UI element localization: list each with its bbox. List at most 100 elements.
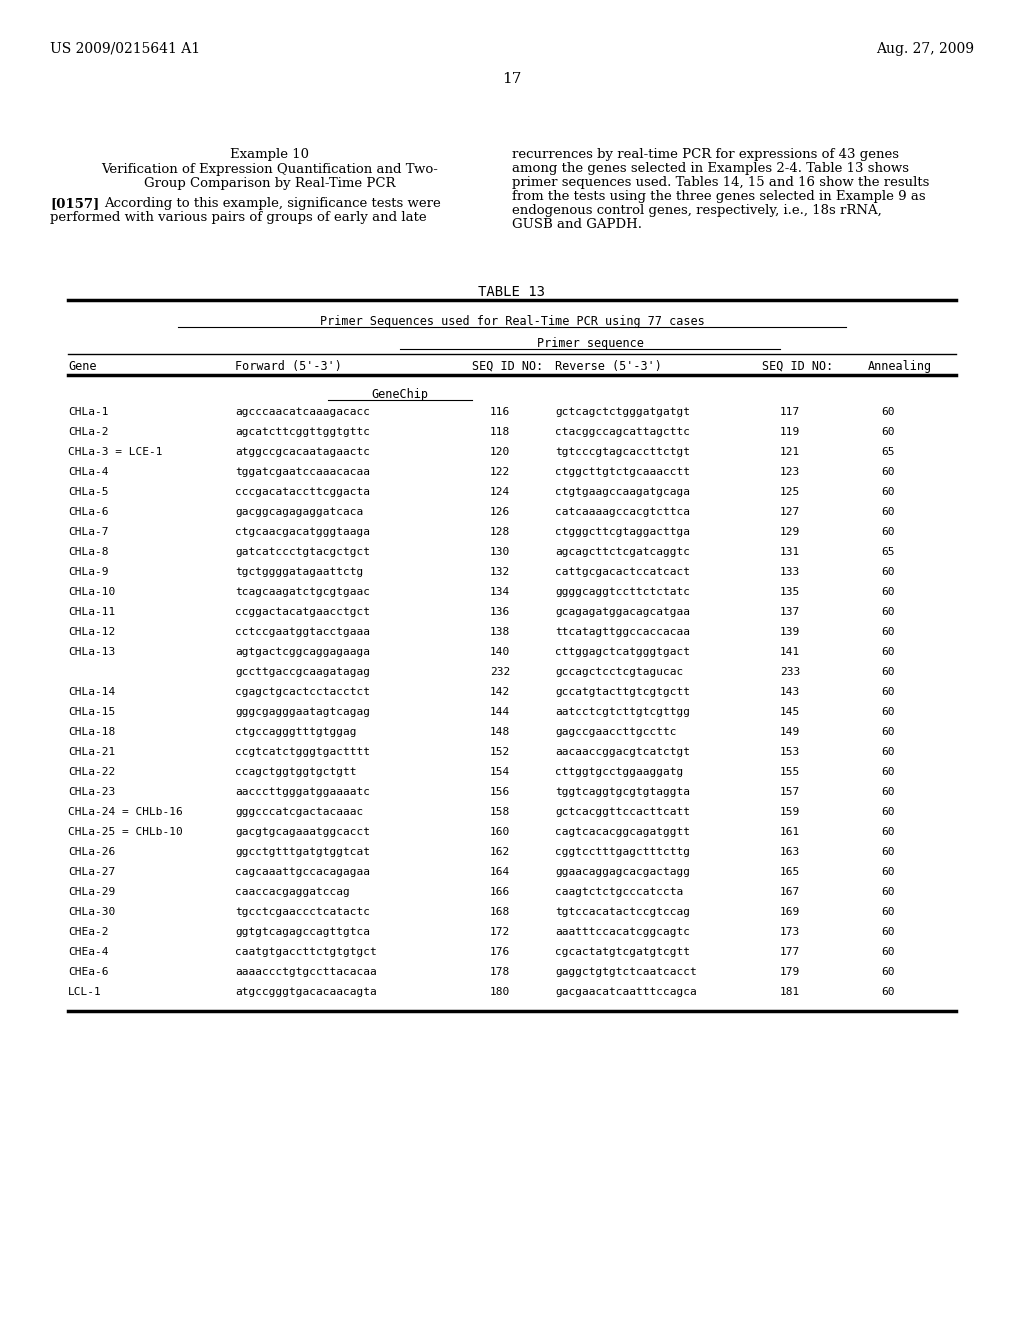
Text: 60: 60	[882, 867, 895, 876]
Text: 60: 60	[882, 487, 895, 498]
Text: tggatcgaatccaaacacaa: tggatcgaatccaaacacaa	[234, 467, 370, 477]
Text: cagcaaattgccacagagaa: cagcaaattgccacagagaa	[234, 867, 370, 876]
Text: ctacggccagcattagcttc: ctacggccagcattagcttc	[555, 426, 690, 437]
Text: CHLa-18: CHLa-18	[68, 727, 116, 737]
Text: [0157]: [0157]	[50, 197, 99, 210]
Text: Gene: Gene	[68, 360, 96, 374]
Text: CHLa-12: CHLa-12	[68, 627, 116, 638]
Text: 177: 177	[780, 946, 800, 957]
Text: from the tests using the three genes selected in Example 9 as: from the tests using the three genes sel…	[512, 190, 926, 203]
Text: CHLa-9: CHLa-9	[68, 568, 109, 577]
Text: ggggcaggtccttctctatc: ggggcaggtccttctctatc	[555, 587, 690, 597]
Text: 154: 154	[489, 767, 510, 777]
Text: US 2009/0215641 A1: US 2009/0215641 A1	[50, 42, 200, 55]
Text: CHLa-30: CHLa-30	[68, 907, 116, 917]
Text: 60: 60	[882, 747, 895, 756]
Text: 137: 137	[780, 607, 800, 616]
Text: Annealing: Annealing	[868, 360, 932, 374]
Text: recurrences by real-time PCR for expressions of 43 genes: recurrences by real-time PCR for express…	[512, 148, 899, 161]
Text: tggtcaggtgcgtgtaggta: tggtcaggtgcgtgtaggta	[555, 787, 690, 797]
Text: 128: 128	[489, 527, 510, 537]
Text: 65: 65	[882, 546, 895, 557]
Text: gccagctcctcgtagucac: gccagctcctcgtagucac	[555, 667, 683, 677]
Text: Verification of Expression Quantification and Two-: Verification of Expression Quantificatio…	[101, 162, 438, 176]
Text: cgcactatgtcgatgtcgtt: cgcactatgtcgatgtcgtt	[555, 946, 690, 957]
Text: 60: 60	[882, 467, 895, 477]
Text: ctgcaacgacatgggtaaga: ctgcaacgacatgggtaaga	[234, 527, 370, 537]
Text: CHLa-25 = CHLb-10: CHLa-25 = CHLb-10	[68, 828, 182, 837]
Text: aacaaccggacgtcatctgt: aacaaccggacgtcatctgt	[555, 747, 690, 756]
Text: caatgtgaccttctgtgtgct: caatgtgaccttctgtgtgct	[234, 946, 377, 957]
Text: 143: 143	[780, 686, 800, 697]
Text: LCL-1: LCL-1	[68, 987, 101, 997]
Text: gacggcagagaggatcaca: gacggcagagaggatcaca	[234, 507, 364, 517]
Text: 142: 142	[489, 686, 510, 697]
Text: Group Comparison by Real-Time PCR: Group Comparison by Real-Time PCR	[144, 177, 395, 190]
Text: ggcctgtttgatgtggtcat: ggcctgtttgatgtggtcat	[234, 847, 370, 857]
Text: According to this example, significance tests were: According to this example, significance …	[104, 197, 440, 210]
Text: 60: 60	[882, 767, 895, 777]
Text: tcagcaagatctgcgtgaac: tcagcaagatctgcgtgaac	[234, 587, 370, 597]
Text: gatcatccctgtacgctgct: gatcatccctgtacgctgct	[234, 546, 370, 557]
Text: 144: 144	[489, 708, 510, 717]
Text: 124: 124	[489, 487, 510, 498]
Text: SEQ ID NO:: SEQ ID NO:	[472, 360, 544, 374]
Text: gcagagatggacagcatgaa: gcagagatggacagcatgaa	[555, 607, 690, 616]
Text: atggccgcacaatagaactc: atggccgcacaatagaactc	[234, 447, 370, 457]
Text: Example 10: Example 10	[230, 148, 309, 161]
Text: 167: 167	[780, 887, 800, 898]
Text: cttggagctcatgggtgact: cttggagctcatgggtgact	[555, 647, 690, 657]
Text: gacgaacatcaatttccagca: gacgaacatcaatttccagca	[555, 987, 696, 997]
Text: performed with various pairs of groups of early and late: performed with various pairs of groups o…	[50, 211, 427, 224]
Text: 164: 164	[489, 867, 510, 876]
Text: 60: 60	[882, 568, 895, 577]
Text: agcccaacatcaaagacacc: agcccaacatcaaagacacc	[234, 407, 370, 417]
Text: cattgcgacactccatcact: cattgcgacactccatcact	[555, 568, 690, 577]
Text: agtgactcggcaggagaaga: agtgactcggcaggagaaga	[234, 647, 370, 657]
Text: 60: 60	[882, 527, 895, 537]
Text: cagtcacacggcagatggtt: cagtcacacggcagatggtt	[555, 828, 690, 837]
Text: 145: 145	[780, 708, 800, 717]
Text: gctcacggttccacttcatt: gctcacggttccacttcatt	[555, 807, 690, 817]
Text: CHLa-6: CHLa-6	[68, 507, 109, 517]
Text: 121: 121	[780, 447, 800, 457]
Text: gacgtgcagaaatggcacct: gacgtgcagaaatggcacct	[234, 828, 370, 837]
Text: 60: 60	[882, 787, 895, 797]
Text: 60: 60	[882, 667, 895, 677]
Text: SEQ ID NO:: SEQ ID NO:	[762, 360, 834, 374]
Text: 176: 176	[489, 946, 510, 957]
Text: 60: 60	[882, 686, 895, 697]
Text: 125: 125	[780, 487, 800, 498]
Text: ctgggcttcgtaggacttga: ctgggcttcgtaggacttga	[555, 527, 690, 537]
Text: CHLa-24 = CHLb-16: CHLa-24 = CHLb-16	[68, 807, 182, 817]
Text: 122: 122	[489, 467, 510, 477]
Text: Reverse (5'-3'): Reverse (5'-3')	[555, 360, 662, 374]
Text: GeneChip: GeneChip	[372, 388, 428, 401]
Text: CHLa-11: CHLa-11	[68, 607, 116, 616]
Text: endogenous control genes, respectively, i.e., 18s rRNA,: endogenous control genes, respectively, …	[512, 205, 882, 216]
Text: CHLa-4: CHLa-4	[68, 467, 109, 477]
Text: cttggtgcctggaaggatg: cttggtgcctggaaggatg	[555, 767, 683, 777]
Text: catcaaaagccacgtcttca: catcaaaagccacgtcttca	[555, 507, 690, 517]
Text: 138: 138	[489, 627, 510, 638]
Text: CHEa-6: CHEa-6	[68, 968, 109, 977]
Text: CHLa-22: CHLa-22	[68, 767, 116, 777]
Text: 123: 123	[780, 467, 800, 477]
Text: tgcctcgaaccctcatactc: tgcctcgaaccctcatactc	[234, 907, 370, 917]
Text: aacccttgggatggaaaatc: aacccttgggatggaaaatc	[234, 787, 370, 797]
Text: 153: 153	[780, 747, 800, 756]
Text: Aug. 27, 2009: Aug. 27, 2009	[876, 42, 974, 55]
Text: cccgacataccttcggacta: cccgacataccttcggacta	[234, 487, 370, 498]
Text: 132: 132	[489, 568, 510, 577]
Text: 181: 181	[780, 987, 800, 997]
Text: 60: 60	[882, 426, 895, 437]
Text: gaggctgtgtctcaatcacct: gaggctgtgtctcaatcacct	[555, 968, 696, 977]
Text: 178: 178	[489, 968, 510, 977]
Text: gggcgagggaatagtcagag: gggcgagggaatagtcagag	[234, 708, 370, 717]
Text: CHLa-1: CHLa-1	[68, 407, 109, 417]
Text: 60: 60	[882, 927, 895, 937]
Text: agcatcttcggttggtgttc: agcatcttcggttggtgttc	[234, 426, 370, 437]
Text: CHLa-26: CHLa-26	[68, 847, 116, 857]
Text: TABLE 13: TABLE 13	[478, 285, 546, 300]
Text: gccatgtacttgtcgtgctt: gccatgtacttgtcgtgctt	[555, 686, 690, 697]
